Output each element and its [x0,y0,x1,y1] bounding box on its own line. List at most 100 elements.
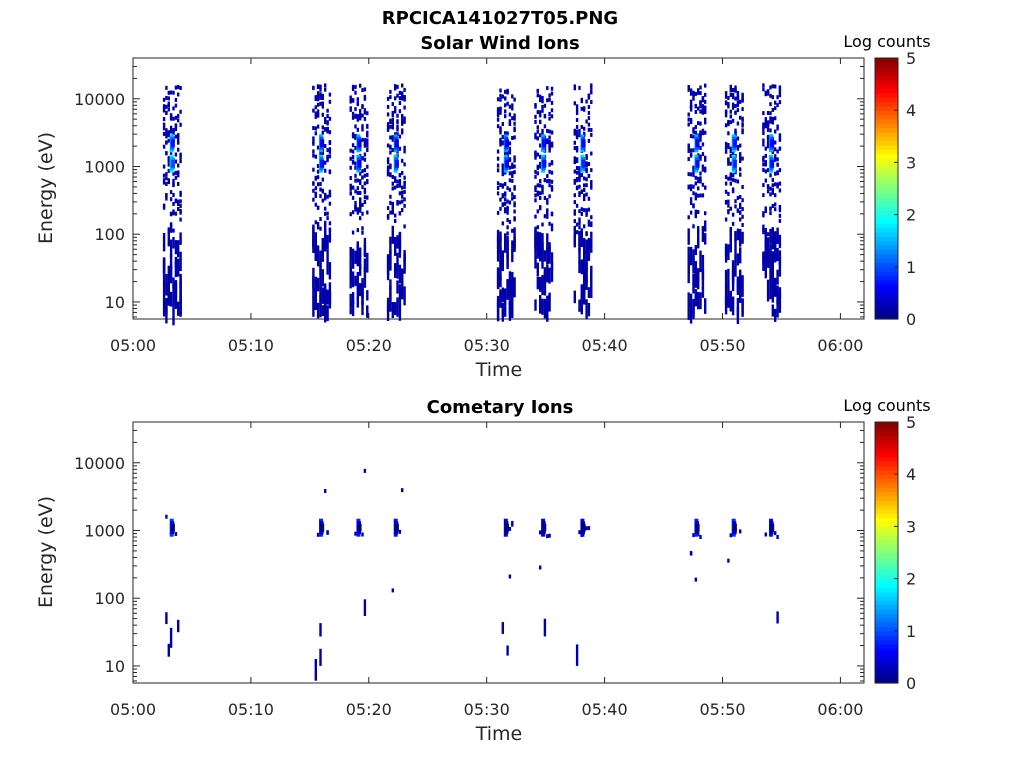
spectrogram-cell [536,129,539,134]
spectrogram-cell [687,255,690,275]
spectrogram-cell [575,111,579,116]
spectrogram-cell [741,117,744,122]
colorbar-segment [875,600,898,606]
colorbar-segment [875,430,898,436]
spectrogram-cell [727,145,730,150]
spectrogram-cell [764,90,767,95]
spectrogram-cell [578,261,581,273]
spectrogram-cell [778,146,782,151]
spectrogram-cell [354,107,357,112]
spectrogram-cell [548,292,551,312]
spectrogram-cell [508,150,512,155]
spectrogram-cell [694,289,697,306]
spectrogram-cell [314,114,317,119]
spectrogram-cell [587,222,591,227]
x-tick-label: 05:00 [110,336,156,355]
spectrogram-cell [578,299,581,312]
spectrogram-cell [699,250,702,273]
spectrogram-cell [739,172,742,177]
spectrogram-cell [769,206,772,211]
spectrogram-cell [766,142,770,147]
spectrogram-cell [583,188,586,192]
spectrogram-cell [585,210,588,215]
spectrogram-cell [174,256,178,269]
spectrogram-cell [403,175,406,180]
spectrogram-cell [550,170,554,175]
spectrogram-cell [312,167,315,172]
spectrogram-cell [729,92,732,97]
spectrogram-cell [697,88,700,93]
spectrogram-cell [689,107,693,112]
spectrogram-cell [774,84,777,89]
spectrogram-cell [692,533,695,538]
spectrogram-cell [689,134,693,139]
spectrogram-cell [511,165,514,169]
spectrogram-cell [394,96,397,101]
spectrogram-cell [583,208,586,213]
spectrogram-cell [162,126,166,131]
spectrogram-cell [543,103,547,108]
x-tick-label: 06:00 [817,700,863,719]
spectrogram-cell [741,128,744,133]
spectrogram-cell [391,113,394,118]
spectrogram-cell [548,267,551,284]
spectrogram-cell [776,269,779,285]
spectrogram-cell [496,156,500,161]
spectrogram-cell [496,117,500,122]
spectrogram-cell [174,127,178,132]
spectrogram-cell [324,192,327,197]
spectrogram-cell [583,106,586,111]
spectrogram-cell [762,142,765,147]
spectrogram-cell [506,218,509,222]
spectrogram-cell [548,162,551,167]
colorbar-segment [875,149,898,155]
spectrogram-cell [169,228,173,233]
spectrogram-cell [739,152,742,157]
spectrogram-cell [724,246,728,257]
spectrogram-cell [539,530,542,535]
spectrogram-cell [769,119,772,124]
spectrogram-cell [778,86,782,91]
spectrogram-cell [361,104,364,109]
spectrogram-cell [774,207,777,212]
spectrogram-cell [366,124,369,129]
spectrogram-cell [762,211,765,216]
colorbar-segment [875,279,898,285]
spectrogram-cell [326,250,329,266]
spectrogram-cell [764,532,767,537]
spectrogram-cell [394,263,397,278]
spectrogram-cell [769,186,772,191]
spectrogram-peak [581,523,586,532]
spectrogram-cell [363,187,367,192]
spectrogram-cell [548,245,551,264]
spectrogram-cell [314,232,317,250]
spectrogram-cell [162,274,166,286]
spectrogram-cell [585,526,588,531]
spectrogram-cell [324,144,327,148]
spectrogram-cell [504,103,507,108]
colorbar-segment [875,110,898,116]
spectrogram-cell [312,140,315,145]
spectrogram-cell [363,168,367,173]
spectrogram-cell [697,268,700,290]
spectrogram-cell [536,136,539,141]
spectrogram-cell [165,514,168,519]
spectrogram-cell [179,251,182,271]
spectrogram-cell [762,167,765,172]
spectrogram-cell [590,240,593,253]
spectrogram-cell [724,91,728,96]
spectrogram-cell [401,268,404,290]
spectrogram-cell [363,599,367,616]
x-tick-label: 05:30 [464,700,510,719]
spectrogram-cell [391,201,394,206]
spectrogram-cell [585,208,588,213]
spectrogram-cell [172,130,175,135]
spectrogram-cell [741,231,744,244]
spectrogram-cell [694,104,697,109]
spectrogram-cell [534,193,537,198]
spectrogram-cell [314,246,317,261]
spectrogram-cell [324,211,327,216]
spectrogram-cell [363,138,367,143]
spectrogram-cell [766,279,770,302]
spectrogram-cell [312,238,315,253]
